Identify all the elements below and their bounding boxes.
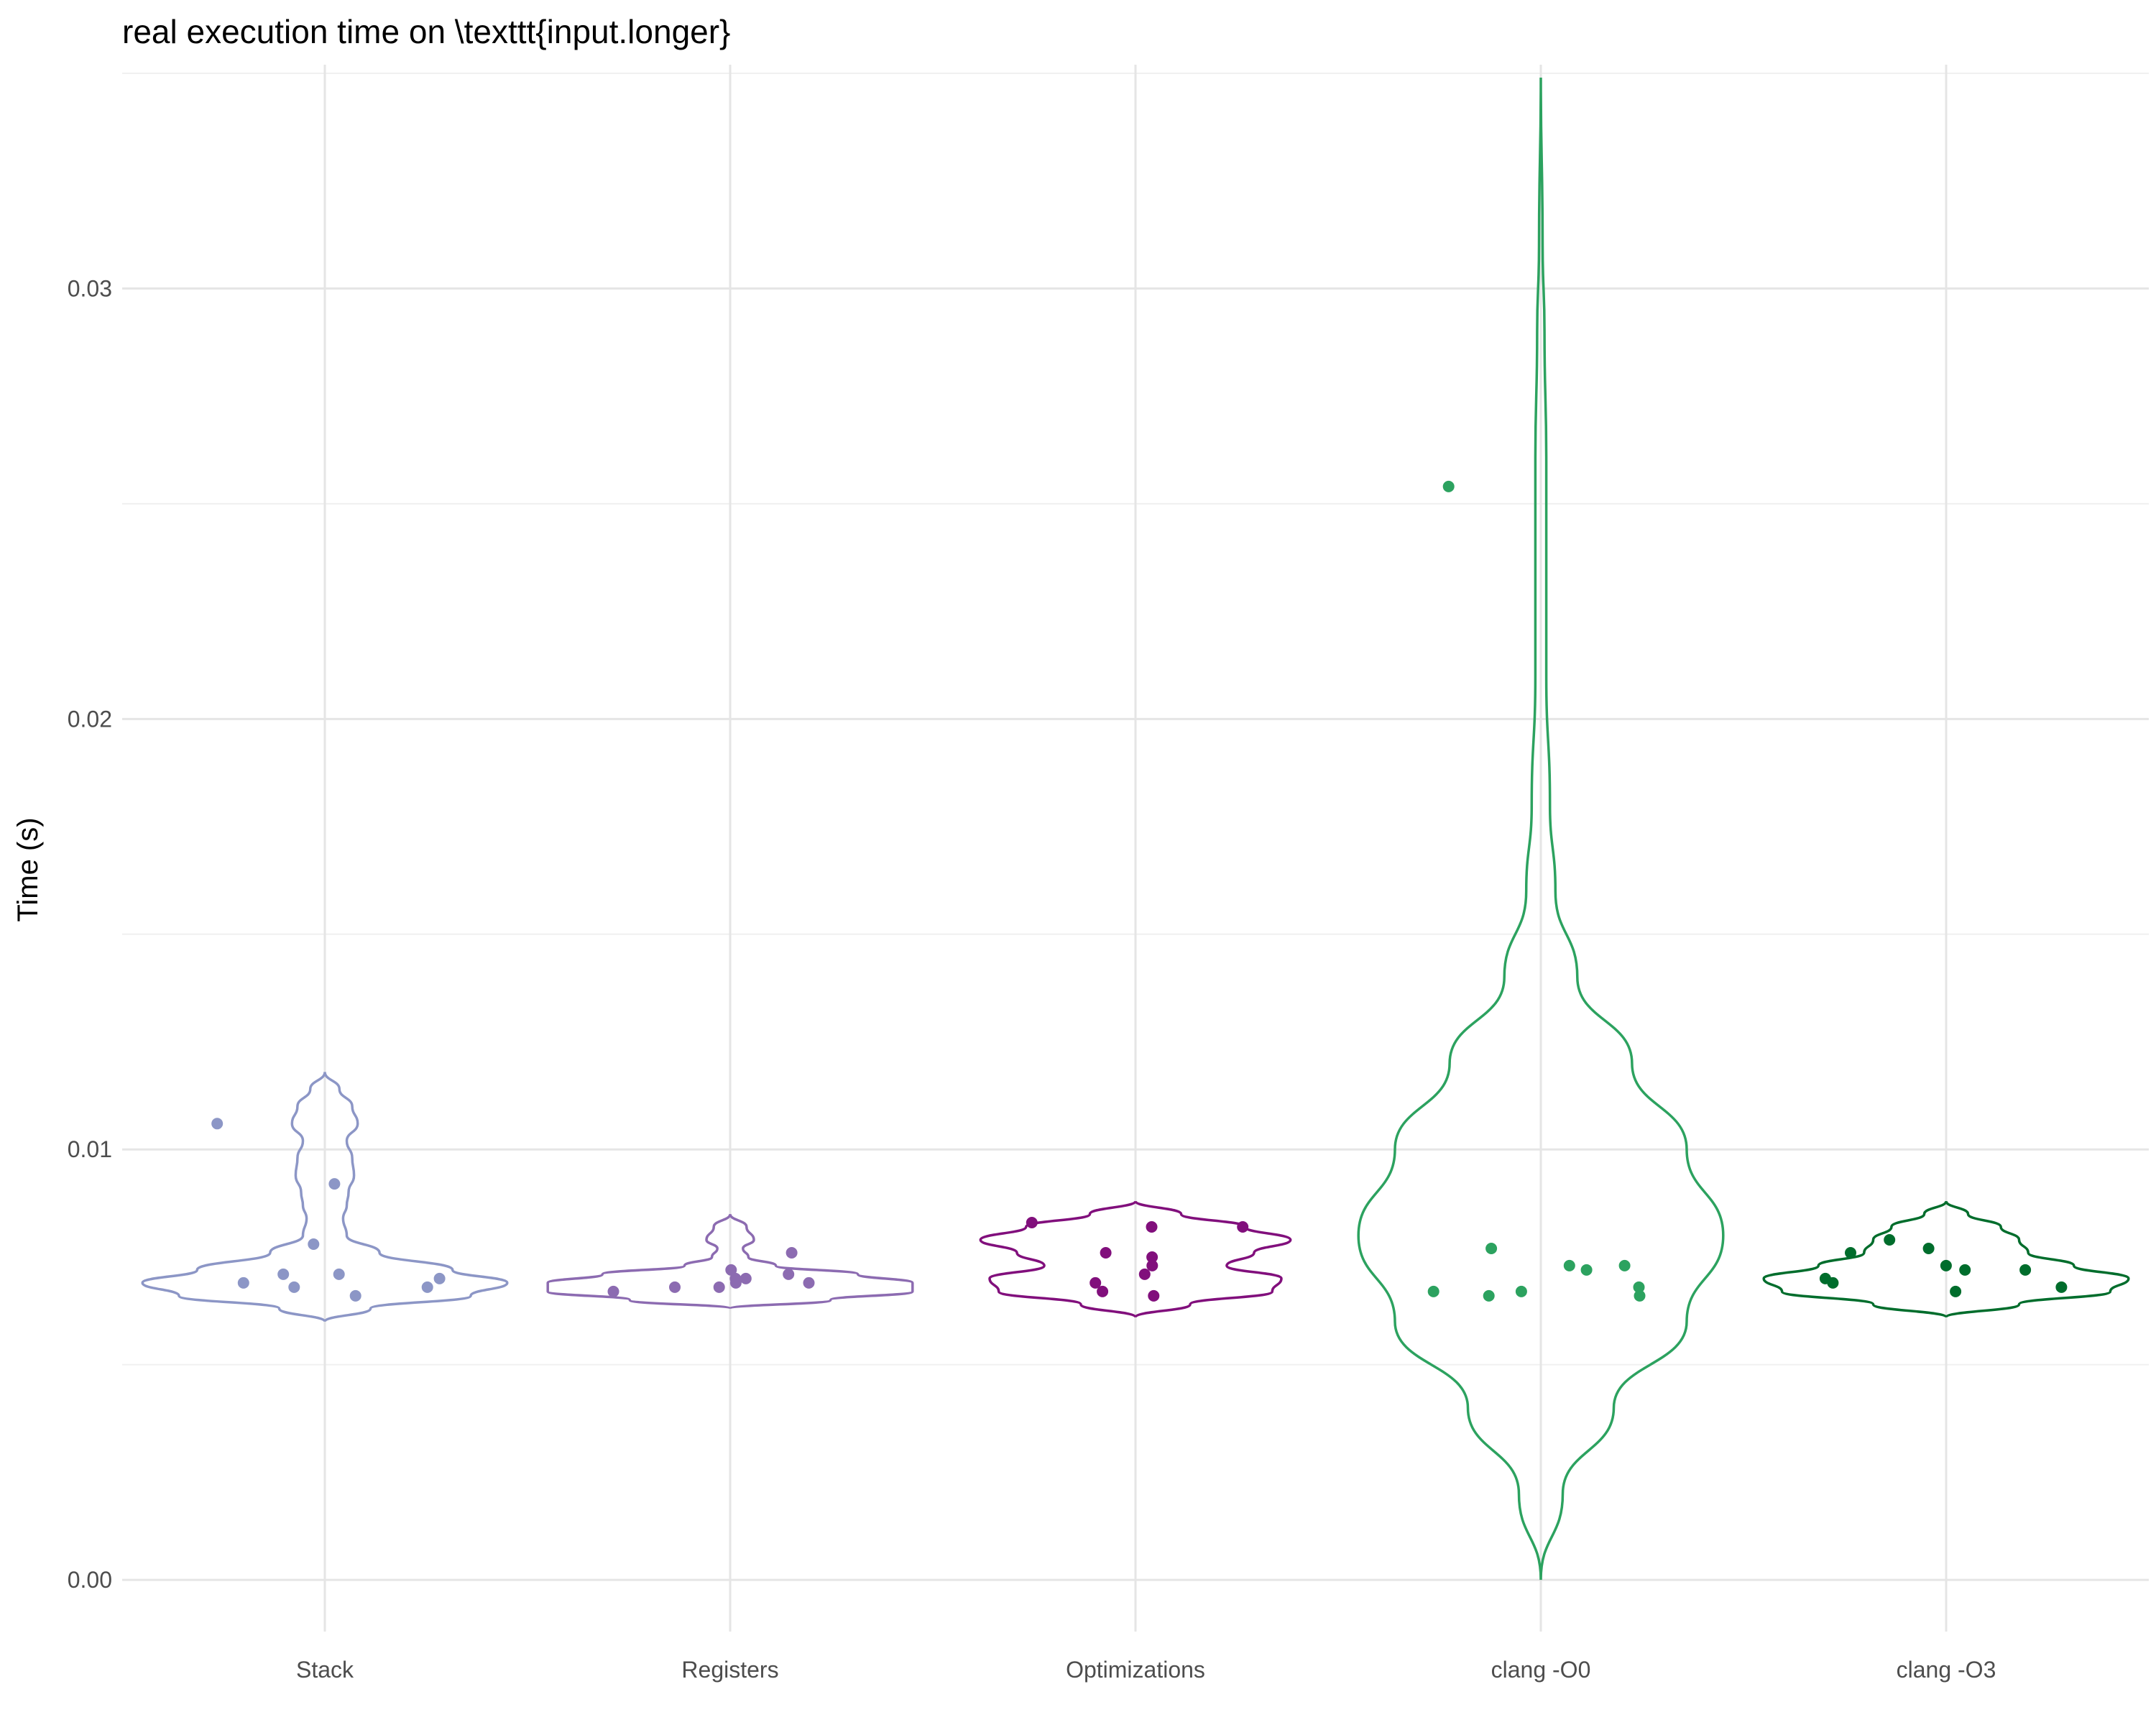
data-point bbox=[713, 1281, 725, 1293]
y-axis-label: Time (s) bbox=[12, 817, 44, 921]
data-point bbox=[211, 1118, 224, 1130]
data-point bbox=[1959, 1264, 1971, 1276]
data-point bbox=[277, 1268, 290, 1280]
data-point bbox=[1237, 1221, 1249, 1233]
chart-title: real execution time on \texttt{input.lon… bbox=[122, 13, 730, 50]
data-point bbox=[740, 1272, 752, 1284]
data-point bbox=[1146, 1259, 1158, 1271]
data-point bbox=[1026, 1217, 1038, 1228]
data-point bbox=[1100, 1247, 1112, 1259]
data-point bbox=[2019, 1264, 2032, 1276]
data-point bbox=[288, 1281, 300, 1293]
data-point bbox=[1427, 1285, 1439, 1297]
data-point bbox=[1089, 1276, 1102, 1289]
data-point bbox=[1515, 1285, 1527, 1297]
data-point bbox=[786, 1247, 798, 1259]
violin-optimizations bbox=[979, 1197, 1292, 1319]
x-tick-label: clang -O0 bbox=[1491, 1657, 1591, 1683]
data-point bbox=[433, 1272, 446, 1284]
data-point bbox=[1950, 1285, 1962, 1297]
violin-stack bbox=[141, 1072, 509, 1322]
violin-clang-o3 bbox=[1762, 1200, 2130, 1319]
data-point bbox=[421, 1281, 433, 1293]
data-point bbox=[349, 1289, 361, 1302]
data-point bbox=[729, 1272, 742, 1284]
data-point bbox=[607, 1285, 619, 1297]
data-points bbox=[211, 480, 2068, 1302]
data-point bbox=[1940, 1259, 1952, 1271]
x-tick-label: Registers bbox=[681, 1657, 778, 1683]
grid-lines bbox=[122, 65, 2149, 1632]
data-point bbox=[1580, 1264, 1593, 1276]
data-point bbox=[803, 1276, 815, 1289]
data-point bbox=[2055, 1281, 2068, 1293]
x-tick-label: Stack bbox=[296, 1657, 354, 1683]
data-point bbox=[1146, 1221, 1158, 1233]
data-point bbox=[1097, 1285, 1109, 1297]
data-point bbox=[725, 1264, 737, 1276]
data-point bbox=[237, 1276, 249, 1289]
data-point bbox=[1442, 480, 1455, 492]
axis-labels: 0.00 0.01 0.02 0.03 Stack Registers Optimizati… bbox=[68, 275, 1996, 1683]
data-point bbox=[1148, 1289, 1160, 1302]
data-point bbox=[1483, 1289, 1495, 1302]
y-tick-label: 0.01 bbox=[68, 1136, 112, 1162]
data-point bbox=[333, 1268, 345, 1280]
data-point bbox=[1634, 1289, 1646, 1302]
data-point bbox=[1563, 1259, 1575, 1271]
data-point bbox=[1845, 1247, 1856, 1259]
violin-clang-o0 bbox=[1357, 76, 1725, 1581]
violins bbox=[141, 76, 2130, 1581]
data-point bbox=[783, 1268, 795, 1280]
y-tick-label: 0.02 bbox=[68, 706, 112, 732]
data-point bbox=[1922, 1243, 1935, 1254]
data-point bbox=[1618, 1259, 1631, 1271]
x-tick-label: clang -O3 bbox=[1897, 1657, 1996, 1683]
data-point bbox=[1138, 1268, 1151, 1280]
y-tick-label: 0.00 bbox=[68, 1567, 112, 1593]
data-point bbox=[1485, 1243, 1498, 1254]
data-point bbox=[1819, 1272, 1831, 1284]
x-tick-label: Optimizations bbox=[1066, 1657, 1205, 1683]
data-point bbox=[1633, 1281, 1645, 1293]
data-point bbox=[328, 1178, 341, 1190]
data-point bbox=[308, 1238, 320, 1250]
data-point bbox=[1146, 1251, 1158, 1263]
y-tick-label: 0.03 bbox=[68, 275, 112, 301]
data-point bbox=[669, 1281, 681, 1293]
violin-registers bbox=[546, 1213, 914, 1310]
data-point bbox=[1884, 1234, 1896, 1246]
